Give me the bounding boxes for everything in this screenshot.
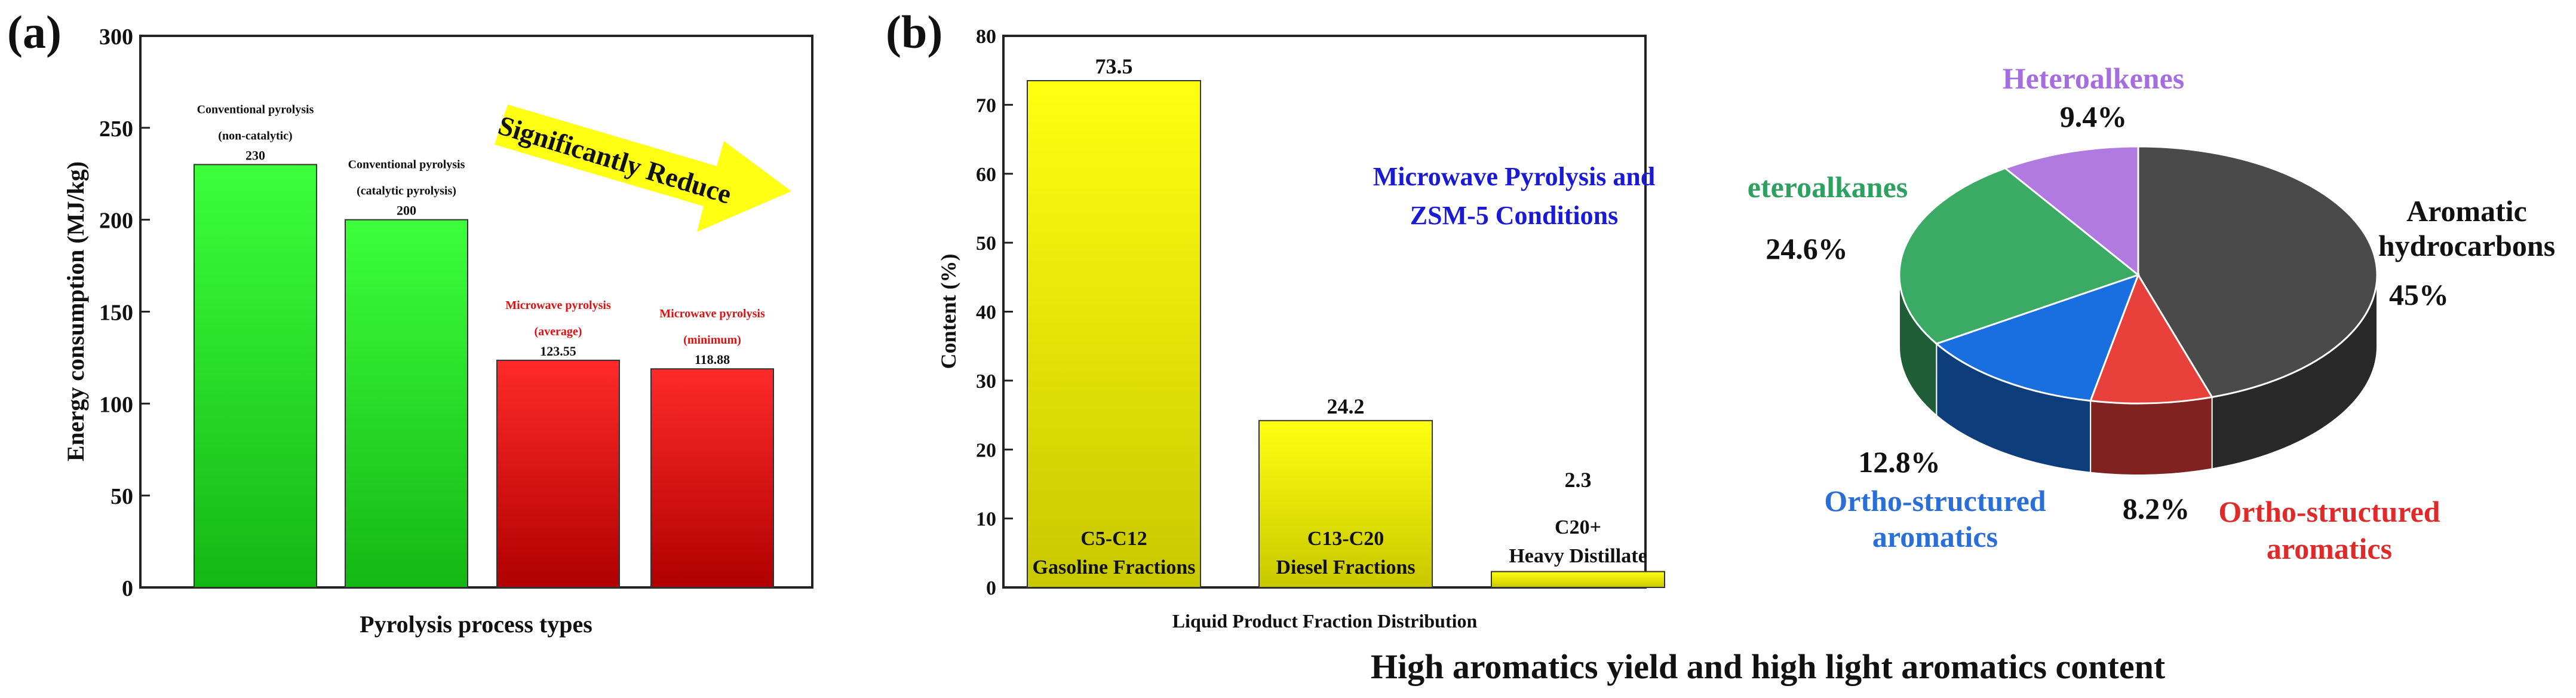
figure-caption: High aromatics yield and high light arom… xyxy=(1371,647,2166,686)
pie-slice-name-label: eteroalkanes xyxy=(1748,170,1908,204)
chart-a-x-axis-title: Pyrolysis process types xyxy=(360,611,592,638)
chart-a-bars: 230 Conventional pyrolysis (non-catalytic)… xyxy=(194,103,774,589)
bar-category-label: Conventional pyrolysis xyxy=(197,103,314,116)
bar-value-label: 73.5 xyxy=(1095,54,1133,78)
y-tick-label: 50 xyxy=(976,232,996,255)
bar-2 xyxy=(345,219,468,588)
chart-b-bars: 73.5 C5-C12 Gasoline Fractions 24.2 C13-C20 D… xyxy=(1027,54,1665,588)
pie-slice-5 xyxy=(2003,145,2139,277)
pie-slice-name-label: Heteroalkenes xyxy=(2003,62,2185,95)
chart-b-y-axis-title: Content (%) xyxy=(937,254,960,369)
pie-slice-name-label: Ortho-structured xyxy=(1824,484,2046,518)
arrow-shape xyxy=(495,105,791,232)
y-tick-label: 0 xyxy=(986,577,996,599)
arrow-text: Significantly Reduce xyxy=(495,110,735,210)
chart-a-y-axis-title: Energy consumption (MJ/kg) xyxy=(62,161,89,461)
bar-category-label: C20+ xyxy=(1555,516,1601,538)
bar-2 xyxy=(1258,420,1433,588)
pie-slice-name-label: Aromatic xyxy=(2406,194,2527,228)
y-tick-label: 30 xyxy=(976,371,996,393)
bar-category-label: Gasoline Fractions xyxy=(1033,556,1196,578)
y-tick-label: 10 xyxy=(976,509,996,531)
pie-slice-percent-label: 12.8% xyxy=(1858,445,1941,479)
y-tick-label: 100 xyxy=(99,392,133,417)
significantly-reduce-arrow: Significantly Reduce xyxy=(495,105,791,232)
y-tick-label: 200 xyxy=(99,209,133,234)
y-tick-label: 250 xyxy=(99,117,133,142)
y-tick-label: 80 xyxy=(976,26,996,48)
pie-slice-2 xyxy=(2089,273,2214,405)
y-tick-label: 40 xyxy=(976,302,996,324)
bar-category-label: Microwave pyrolysis xyxy=(505,299,611,312)
y-tick-label: 50 xyxy=(110,484,133,509)
y-tick-label: 0 xyxy=(122,576,133,601)
bar-category-label: (non-catalytic) xyxy=(218,129,292,142)
pie-slice-percent-label: 24.6% xyxy=(1766,232,1848,265)
y-tick-label: 150 xyxy=(99,301,133,326)
bar-value-label: 2.3 xyxy=(1565,468,1592,492)
y-tick-label: 70 xyxy=(976,94,996,117)
bar-4 xyxy=(650,368,774,588)
bar-category-label: Microwave pyrolysis xyxy=(659,307,765,320)
pie-slice-name-label: hydrocarbons xyxy=(2378,229,2555,262)
pie-slice-name-label: aromatics xyxy=(2267,532,2392,565)
bar-value-label: 123.55 xyxy=(540,344,576,359)
pie-slice-name-label: Ortho-structured xyxy=(2218,495,2440,528)
panel-b-label: (b) xyxy=(886,6,942,58)
panel-a-label: (a) xyxy=(7,6,62,58)
bar-category-label: C13-C20 xyxy=(1307,528,1384,550)
y-tick-label: 300 xyxy=(99,25,133,50)
chart-b-x-axis-title: Liquid Product Fraction Distribution xyxy=(1172,610,1478,632)
bar-category-label: C5-C12 xyxy=(1080,528,1147,550)
bar-category-label: Diesel Fractions xyxy=(1276,556,1415,578)
pie-slice-1 xyxy=(2137,145,2378,399)
pie-slice-percent-label: 8.2% xyxy=(2123,492,2190,525)
y-tick-label: 60 xyxy=(976,164,996,186)
chart-b-y-axis: 0 10 20 30 40 50 60 70 80 xyxy=(976,26,1013,599)
bar-1 xyxy=(194,164,317,589)
pie-slice-side-2 xyxy=(2090,396,2213,476)
bar-category-label: (average) xyxy=(535,325,582,338)
pie-slice-4 xyxy=(1898,167,2141,345)
bar-value-label: 230 xyxy=(245,148,265,163)
chart-b-annotation-line-1: Microwave Pyrolysis and xyxy=(1373,162,1656,191)
pie-slice-percent-label: 9.4% xyxy=(2060,100,2127,133)
bar-category-label: (minimum) xyxy=(683,333,741,347)
pie-slice-percent-label: 45% xyxy=(2389,278,2449,311)
bar-category-label: (catalytic pyrolysis) xyxy=(357,185,456,198)
pie-slice-name-label: aromatics xyxy=(1872,520,1998,553)
bar-3 xyxy=(1491,571,1665,588)
pie-slice-3 xyxy=(1935,273,2140,402)
bar-3 xyxy=(496,359,620,588)
chart-a-y-axis: 0 50 100 150 200 250 300 xyxy=(99,25,150,601)
bar-value-label: 24.2 xyxy=(1327,394,1365,418)
y-tick-label: 20 xyxy=(976,439,996,461)
bar-1 xyxy=(1027,79,1201,588)
bar-category-label: Conventional pyrolysis xyxy=(348,158,465,172)
bar-category-label: Heavy Distillate xyxy=(1509,545,1647,567)
chart-b-annotation-line-2: ZSM-5 Conditions xyxy=(1410,201,1618,230)
bar-value-label: 118.88 xyxy=(695,352,730,367)
pie-chart: Aromatichydrocarbons45%Ortho-structureda… xyxy=(1748,62,2555,565)
bar-value-label: 200 xyxy=(397,203,416,218)
